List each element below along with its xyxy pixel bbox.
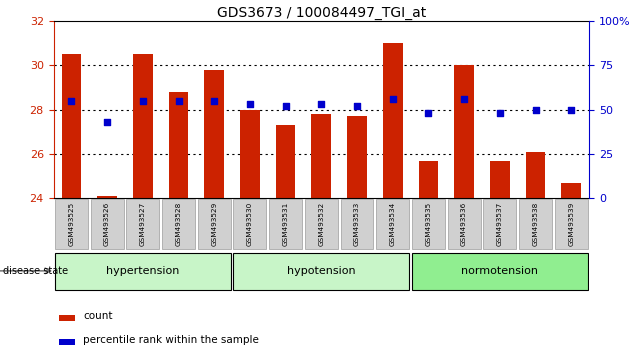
FancyBboxPatch shape: [376, 199, 409, 249]
Point: [423, 110, 433, 116]
Bar: [454, 65, 474, 198]
Text: GSM493528: GSM493528: [176, 202, 181, 246]
Point: [173, 98, 183, 104]
FancyBboxPatch shape: [234, 253, 409, 290]
Text: GSM493531: GSM493531: [283, 202, 289, 246]
Point: [530, 107, 541, 113]
Point: [66, 98, 76, 104]
Text: normotension: normotension: [461, 266, 538, 276]
Point: [316, 102, 326, 107]
Text: GSM493538: GSM493538: [532, 202, 539, 246]
FancyBboxPatch shape: [127, 199, 159, 249]
Point: [495, 110, 505, 116]
Bar: [62, 55, 81, 198]
Text: hypotension: hypotension: [287, 266, 355, 276]
Text: hypertension: hypertension: [106, 266, 180, 276]
Bar: [59, 339, 75, 345]
Text: GSM493529: GSM493529: [211, 202, 217, 246]
FancyBboxPatch shape: [198, 199, 231, 249]
Text: GSM493526: GSM493526: [104, 202, 110, 246]
Text: percentile rank within the sample: percentile rank within the sample: [83, 335, 259, 345]
Bar: [525, 152, 546, 198]
Text: disease state: disease state: [3, 266, 68, 276]
FancyBboxPatch shape: [412, 253, 588, 290]
Bar: [311, 114, 331, 198]
Bar: [561, 183, 581, 198]
Point: [209, 98, 219, 104]
Bar: [383, 44, 403, 198]
Bar: [490, 161, 510, 198]
Bar: [59, 315, 75, 321]
FancyBboxPatch shape: [55, 253, 231, 290]
Point: [102, 119, 112, 125]
Text: GSM493530: GSM493530: [247, 202, 253, 246]
FancyBboxPatch shape: [269, 199, 302, 249]
Point: [280, 103, 290, 109]
Bar: [204, 70, 224, 198]
FancyBboxPatch shape: [91, 199, 123, 249]
Bar: [169, 92, 188, 198]
Text: GSM493533: GSM493533: [354, 202, 360, 246]
Text: GSM493535: GSM493535: [425, 202, 432, 246]
FancyBboxPatch shape: [483, 199, 516, 249]
Point: [459, 96, 469, 102]
Point: [138, 98, 148, 104]
FancyBboxPatch shape: [234, 199, 266, 249]
FancyBboxPatch shape: [162, 199, 195, 249]
Text: GSM493525: GSM493525: [69, 202, 74, 246]
Text: GSM493536: GSM493536: [461, 202, 467, 246]
Text: GSM493539: GSM493539: [568, 202, 574, 246]
Bar: [240, 110, 260, 198]
FancyBboxPatch shape: [448, 199, 481, 249]
Text: GSM493532: GSM493532: [318, 202, 324, 246]
Point: [245, 102, 255, 107]
Point: [387, 96, 398, 102]
Bar: [97, 196, 117, 198]
Bar: [418, 161, 438, 198]
FancyBboxPatch shape: [555, 199, 588, 249]
Text: GSM493527: GSM493527: [140, 202, 146, 246]
Point: [352, 103, 362, 109]
FancyBboxPatch shape: [412, 199, 445, 249]
FancyBboxPatch shape: [341, 199, 374, 249]
Text: GSM493537: GSM493537: [497, 202, 503, 246]
Bar: [276, 125, 295, 198]
Text: count: count: [83, 311, 113, 321]
Bar: [133, 55, 152, 198]
Text: GSM493534: GSM493534: [390, 202, 396, 246]
Point: [566, 107, 576, 113]
Title: GDS3673 / 100084497_TGI_at: GDS3673 / 100084497_TGI_at: [217, 6, 426, 20]
FancyBboxPatch shape: [55, 199, 88, 249]
Bar: [347, 116, 367, 198]
FancyBboxPatch shape: [305, 199, 338, 249]
FancyBboxPatch shape: [519, 199, 552, 249]
